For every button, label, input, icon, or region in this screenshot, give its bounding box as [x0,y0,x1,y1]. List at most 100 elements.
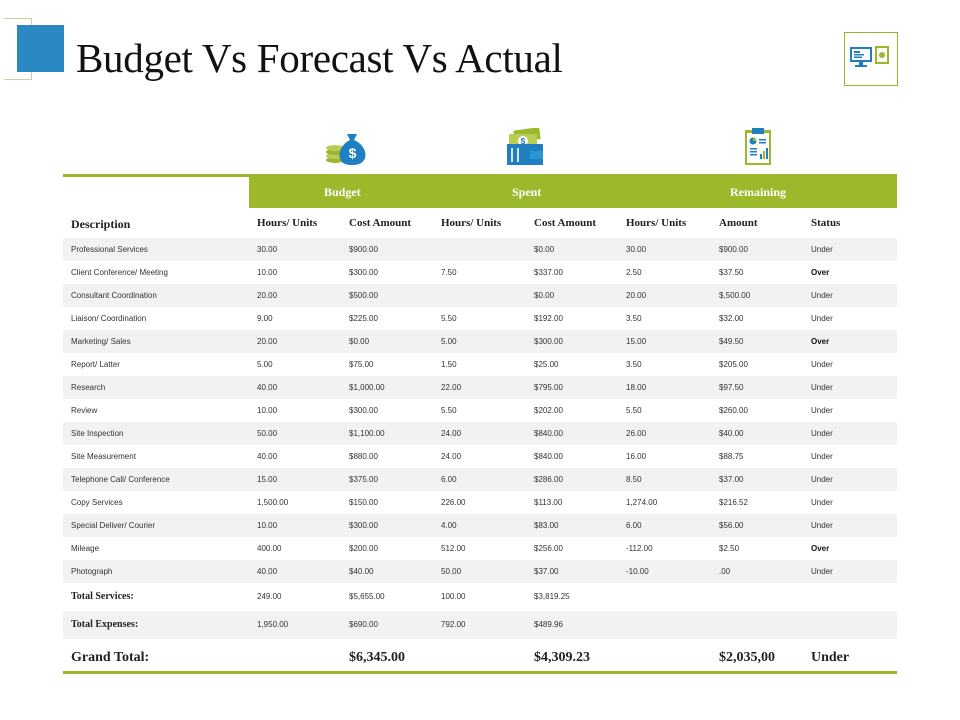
table-cell: 30.00 [257,245,278,254]
table-cell: 5.50 [441,406,457,415]
row-description: Report/ Latter [71,360,120,369]
table-cell: $375.00 [349,475,378,484]
table-row: Liaison/ Coordination 9.00 $225.00 5.50 $192… [63,307,897,330]
table-cell: $40.00 [349,567,374,576]
bottom-rule [63,671,897,674]
row-status: Under [811,314,833,323]
row-description: Telephone Call/ Conference [71,475,170,484]
table-cell: $0.00 [534,291,555,300]
table-cell: $,500.00 [719,291,751,300]
col-budget-cost: Cost Amount [349,217,412,229]
row-description: Site Inspection [71,429,124,438]
table-cell: 1.50 [441,360,457,369]
table-cell: 5.50 [441,314,457,323]
total-value: 1,950.00 [257,620,289,629]
table-cell: 9.00 [257,314,273,323]
col-spent-hours: Hours/ Units [441,217,502,229]
table-cell: 40.00 [257,567,278,576]
table-row: Site Measurement 40.00 $880.00 24.00 $840.00… [63,445,897,468]
computer-document-icon [844,32,898,86]
row-description: Marketing/ Sales [71,337,131,346]
table-cell: 10.00 [257,406,278,415]
row-status: Under [811,291,833,300]
table-cell: $75.00 [349,360,374,369]
table-cell: $202.00 [534,406,563,415]
grand-total-budget: $6,345.00 [349,650,405,665]
table-row: Report/ Latter 5.00 $75.00 1.50 $25.00 3.50 $2… [63,353,897,376]
row-description: Site Measurement [71,452,136,461]
table-cell: $880.00 [349,452,378,461]
row-status: Under [811,429,833,438]
table-cell: 20.00 [257,291,278,300]
table-cell: 400.00 [257,544,282,553]
table-row: Copy Services 1,500.00 $150.00 226.00 $113.0… [63,491,897,514]
total-row: Total Services: 249.00 $5,655.00 100.00 $3,8… [63,583,897,611]
table-cell: $0.00 [534,245,555,254]
svg-text:$: $ [349,145,357,161]
row-description: Client Conference/ Meeting [71,268,168,277]
row-description: Liaison/ Coordination [71,314,147,323]
table-row: Marketing/ Sales 20.00 $0.00 5.00 $300.00 15.… [63,330,897,353]
row-status: Under [811,452,833,461]
table-cell: $150.00 [349,498,378,507]
table-cell: $37.00 [719,475,744,484]
row-description: Special Deliver/ Courier [71,521,156,530]
row-description: Copy Services [71,498,123,507]
row-description: Photograph [71,567,113,576]
table-cell: 24.00 [441,429,462,438]
row-status: Over [811,268,830,277]
table-row: Consultant Coordination 20.00 $500.00 $0.00… [63,284,897,307]
row-description: Research [71,383,106,392]
table-cell: 6.00 [441,475,457,484]
table-cell: $840.00 [534,452,563,461]
table-cell: $25.00 [534,360,559,369]
table-cell: 5.50 [626,406,642,415]
table-cell: 10.00 [257,268,278,277]
wallet-icon: $ [506,127,546,171]
svg-text:$: $ [521,137,526,146]
table-cell: $300.00 [534,337,563,346]
table-cell: $0.00 [349,337,370,346]
table-cell: 1,274.00 [626,498,658,507]
table-cell: $97.50 [719,383,744,392]
row-description: Mileage [71,544,100,553]
table-cell: 40.00 [257,452,278,461]
table-cell: 3.50 [626,314,642,323]
table-row: Research 40.00 $1,000.00 22.00 $795.00 18.00 $… [63,376,897,399]
group-budget: Budget [324,185,361,199]
table-cell: $2.50 [719,544,740,553]
table-cell: $1,100.00 [349,429,385,438]
table-cell: $300.00 [349,521,378,530]
table-cell: 30.00 [626,245,647,254]
table-cell: 2.50 [626,268,642,277]
table-cell: $300.00 [349,268,378,277]
table-row: Special Deliver/ Courier 10.00 $300.00 4.00… [63,514,897,537]
total-value: $489.96 [534,620,563,629]
row-status: Under [811,406,833,415]
table-cell: 40.00 [257,383,278,392]
table-cell: 226.00 [441,498,466,507]
table-cell: $200.00 [349,544,378,553]
group-remaining: Remaining [730,185,787,199]
table-cell: 5.00 [257,360,273,369]
col-description: Description [71,217,131,231]
table-cell: $37.50 [719,268,744,277]
table-row: Mileage 400.00 $200.00 512.00 $256.00 -112.00… [63,537,897,560]
money-bag-icon: $ [323,130,369,171]
table-cell: $83.00 [534,521,559,530]
table-cell: 7.50 [441,268,457,277]
total-value: $3,819.25 [534,592,570,601]
table-cell: 1,500.00 [257,498,289,507]
table-cell: 20.00 [257,337,278,346]
table-cell: $286.00 [534,475,563,484]
table-cell: .00 [719,567,731,576]
table-row: Site Inspection 50.00 $1,100.00 24.00 $840.0… [63,422,897,445]
table-cell: $1,000.00 [349,383,385,392]
row-description: Professional Services [71,245,148,254]
total-value: 249.00 [257,592,282,601]
row-status: Under [811,383,833,392]
table-cell: $49.50 [719,337,744,346]
table-cell: $40.00 [719,429,744,438]
table-cell: $300.00 [349,406,378,415]
table-cell: 6.00 [626,521,642,530]
